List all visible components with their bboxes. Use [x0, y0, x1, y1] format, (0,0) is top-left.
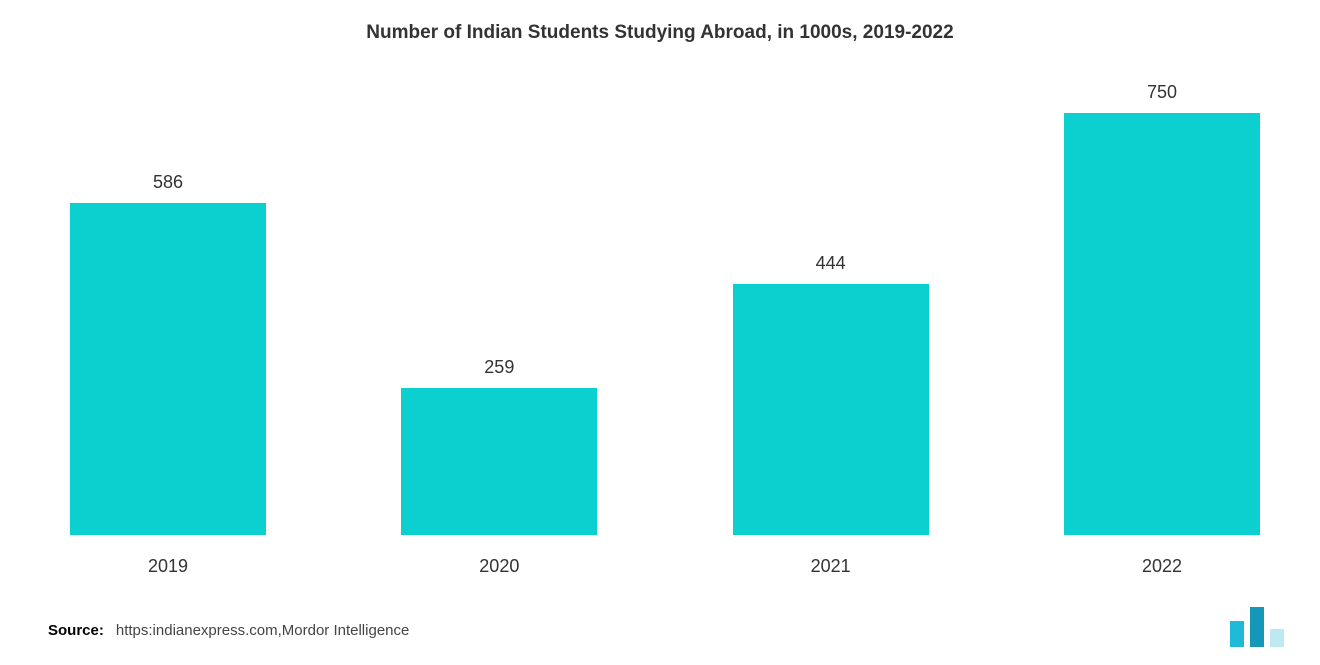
x-tick-label: 2021: [733, 556, 929, 577]
source-text: https:indianexpress.com,Mordor Intellige…: [116, 622, 409, 639]
bar-column: 259: [401, 82, 597, 535]
x-tick-label: 2020: [401, 556, 597, 577]
bar-value-label: 586: [153, 172, 183, 193]
bar-value-label: 444: [816, 253, 846, 274]
x-axis: 2019 2020 2021 2022: [70, 556, 1260, 577]
bar-column: 586: [70, 82, 266, 535]
bar-column: 750: [1064, 82, 1260, 535]
x-tick-label: 2019: [70, 556, 266, 577]
source-label: Source:: [48, 622, 104, 639]
plot-area: 586 259 444 750: [70, 82, 1260, 535]
logo-bar-1: [1230, 621, 1244, 647]
bar: [733, 284, 929, 535]
bars-row: 586 259 444 750: [70, 82, 1260, 535]
chart-container: Number of Indian Students Studying Abroa…: [0, 0, 1320, 665]
bar: [1064, 113, 1260, 535]
bar-column: 444: [733, 82, 929, 535]
chart-title: Number of Indian Students Studying Abroa…: [0, 22, 1320, 44]
logo-bar-2: [1250, 607, 1264, 647]
bar: [70, 203, 266, 535]
bar-value-label: 259: [484, 357, 514, 378]
bar-value-label: 750: [1147, 82, 1177, 103]
x-tick-label: 2022: [1064, 556, 1260, 577]
source-line: Source: https:indianexpress.com,Mordor I…: [48, 622, 409, 639]
mordor-logo: [1228, 607, 1292, 647]
logo-bar-3: [1270, 629, 1284, 647]
bar: [401, 388, 597, 535]
